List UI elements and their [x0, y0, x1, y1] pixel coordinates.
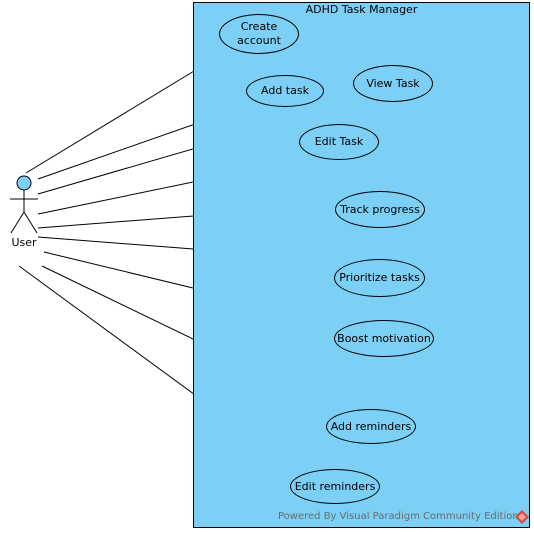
actor-right-leg [23, 211, 38, 234]
usecase-label: Track progress [340, 202, 420, 216]
actor-left-leg [10, 211, 25, 234]
usecase-label: Edit Task [314, 135, 364, 148]
usecase-label: Prioritize tasks [339, 271, 420, 284]
watermark-text: Powered By Visual Paradigm Community Edi… [278, 511, 519, 522]
system-title: ADHD Task Manager [305, 3, 418, 16]
usecase-edit-task[interactable]: Edit Task [299, 124, 379, 160]
usecase-label: Edit reminders [294, 479, 376, 493]
usecase-add-reminders[interactable]: Add reminders [326, 409, 416, 444]
usecase-add-task[interactable]: Add task [246, 75, 324, 107]
usecase-create-account[interactable]: Create account [219, 14, 299, 54]
actor-figure [10, 175, 38, 234]
usecase-label: View Task [366, 76, 420, 90]
visual-paradigm-logo-icon [515, 510, 529, 524]
usecase-label: Add task [261, 84, 309, 97]
usecase-label: Add reminders [330, 419, 412, 433]
usecase-prioritize-tasks[interactable]: Prioritize tasks [334, 259, 425, 297]
actor-head [16, 175, 32, 191]
usecase-view-task[interactable]: View Task [353, 65, 433, 102]
usecase-boost-motivation[interactable]: Boost motivation [334, 320, 434, 357]
actor-label: User [11, 236, 37, 249]
usecase-label: Create account [237, 20, 281, 47]
usecase-label: Boost motivation [337, 331, 431, 345]
usecase-edit-reminders[interactable]: Edit reminders [290, 469, 380, 504]
usecase-track-progress[interactable]: Track progress [335, 191, 425, 228]
